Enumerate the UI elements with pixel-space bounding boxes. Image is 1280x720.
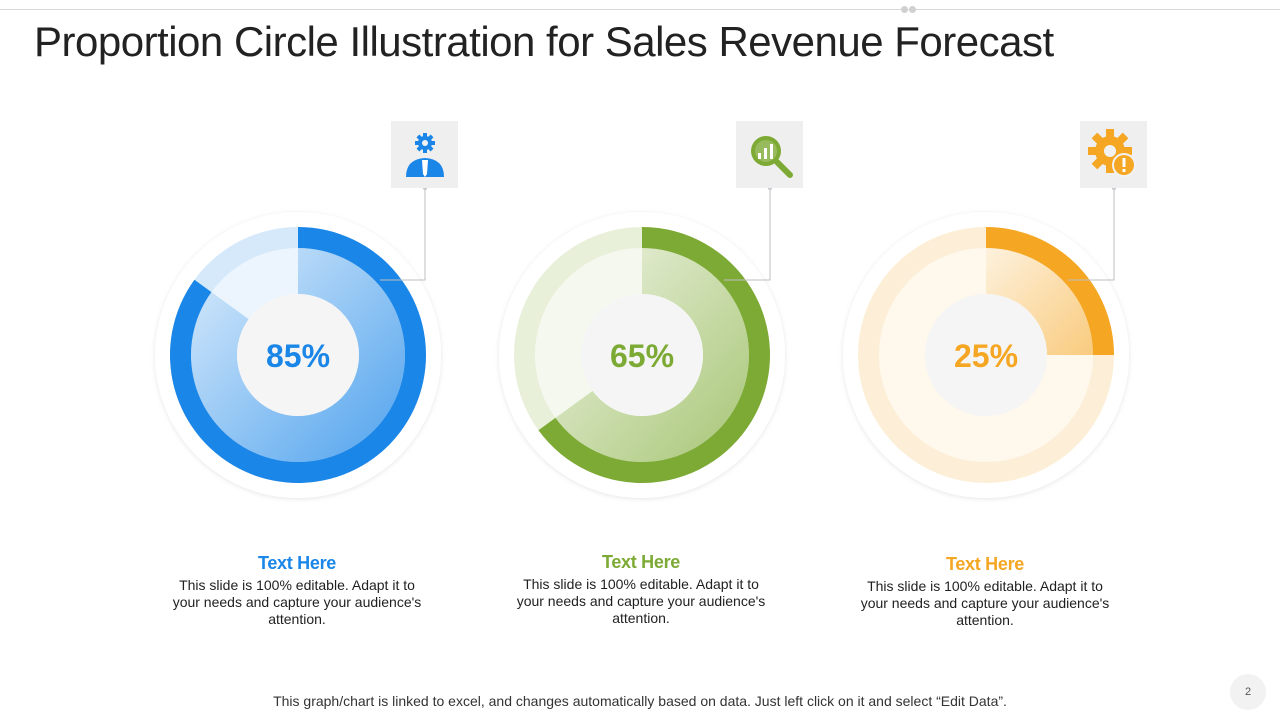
item-title-3: Text Here xyxy=(945,554,1024,574)
gear-small-icon xyxy=(415,133,435,153)
value-inner-sector xyxy=(555,248,749,462)
page-title: Proportion Circle Illustration for Sales… xyxy=(34,18,1054,65)
gear-warning-icon xyxy=(1080,121,1147,188)
page-number: 2 xyxy=(1230,674,1266,710)
proportion-circle-2: 65% xyxy=(499,121,803,498)
top-divider xyxy=(0,9,1280,10)
item-title-2: Text Here xyxy=(601,552,680,572)
business-person-gear-icon xyxy=(391,121,458,188)
value-inner-sector xyxy=(190,248,405,462)
percentage-label: 25% xyxy=(954,338,1018,374)
value-inner-sector xyxy=(986,248,1093,355)
center-hole xyxy=(237,294,359,416)
item-title-1: Text Here xyxy=(257,553,336,573)
center-hole xyxy=(925,294,1047,416)
percentage-label: 85% xyxy=(266,338,330,374)
footer-note: This graph/chart is linked to excel, and… xyxy=(273,693,1007,709)
center-hole xyxy=(581,294,703,416)
percentage-label: 65% xyxy=(610,338,674,374)
item-description-3: This slide is 100% editable. Adapt it to… xyxy=(860,578,1110,628)
proportion-circle-3: 25% xyxy=(843,121,1147,498)
item-description-2: This slide is 100% editable. Adapt it to… xyxy=(516,576,766,626)
item-description-1: This slide is 100% editable. Adapt it to… xyxy=(172,577,422,627)
slide-nav-dots xyxy=(901,6,917,14)
search-analytics-icon xyxy=(736,121,803,188)
value-arc xyxy=(986,227,1114,355)
proportion-circle-1: 85% xyxy=(155,121,458,498)
